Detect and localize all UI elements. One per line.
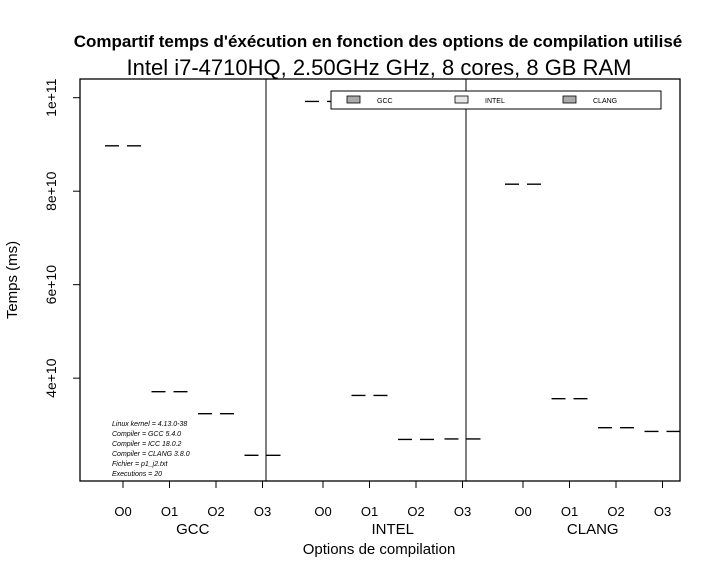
annotation-text: Fichier = p1_j2.txt bbox=[112, 461, 168, 468]
x-tick-label: O0 bbox=[314, 504, 331, 519]
chart-title: Compartif temps d'éxécution en fonction … bbox=[74, 32, 683, 51]
legend-swatch bbox=[346, 95, 361, 104]
x-tick-label: O0 bbox=[514, 504, 531, 519]
annotation-text: Compiler = GCC 5.4.0 bbox=[112, 431, 181, 438]
x-tick-label: O0 bbox=[114, 504, 131, 519]
group-label: GCC bbox=[176, 521, 210, 538]
x-tick-label: O2 bbox=[607, 504, 624, 519]
annotation-text: Compiler = CLANG 3.8.0 bbox=[112, 451, 190, 458]
y-axis-label: Temps (ms) bbox=[4, 241, 21, 319]
legend-label: CLANG bbox=[593, 98, 617, 105]
x-tick-label: O2 bbox=[207, 504, 224, 519]
legend-label: GCC bbox=[377, 98, 393, 105]
x-axis-label: Options de compilation bbox=[303, 541, 456, 558]
group-label: CLANG bbox=[567, 521, 619, 538]
x-tick-label: O1 bbox=[161, 504, 178, 519]
x-tick-label: O3 bbox=[254, 504, 271, 519]
y-tick-label: 4e+10 bbox=[43, 358, 59, 398]
y-tick-label: 1e+11 bbox=[43, 78, 59, 116]
legend-swatch bbox=[454, 95, 469, 104]
legend-swatch bbox=[562, 95, 577, 104]
y-tick-label: 6e+10 bbox=[43, 265, 59, 305]
annotation-text: Linux kernel = 4.13.0-38 bbox=[112, 421, 187, 428]
legend-box bbox=[330, 90, 662, 110]
x-tick-label: O2 bbox=[407, 504, 424, 519]
group-label: INTEL bbox=[371, 521, 414, 538]
chart-subtitle: Intel i7-4710HQ, 2.50GHz GHz, 8 cores, 8… bbox=[127, 55, 632, 80]
legend-label: INTEL bbox=[485, 98, 505, 105]
annotation-text: Compiler = ICC 18.0.2 bbox=[112, 441, 182, 448]
x-tick-label: O1 bbox=[561, 504, 578, 519]
x-tick-label: O3 bbox=[654, 504, 671, 519]
x-tick-label: O1 bbox=[361, 504, 378, 519]
y-tick-label: 8e+10 bbox=[43, 171, 59, 211]
x-tick-label: O3 bbox=[454, 504, 471, 519]
annotation-text: Executions = 20 bbox=[112, 471, 162, 478]
